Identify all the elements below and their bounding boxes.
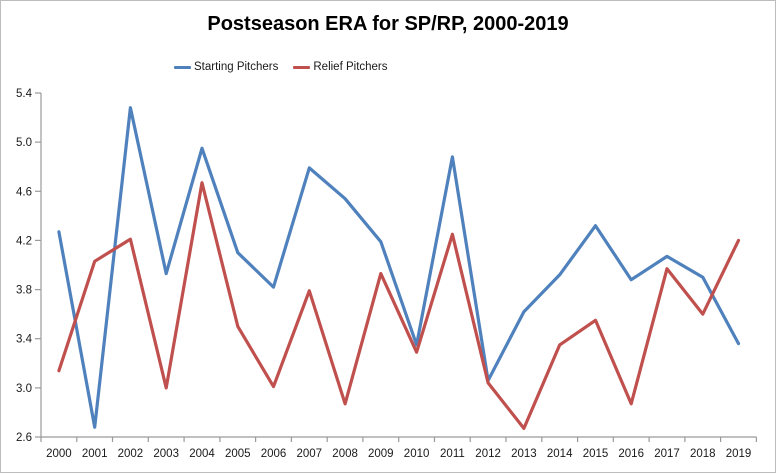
x-tick-label: 2017 (654, 448, 680, 460)
y-tick-label: 5.0 (16, 137, 32, 149)
x-tick-label: 2002 (118, 448, 144, 460)
x-tick-label: 2003 (153, 448, 179, 460)
x-tick-label: 2013 (511, 448, 537, 460)
series-line-relief-pitchers (57, 181, 741, 430)
y-tick-label: 3.8 (16, 285, 32, 297)
y-tick-label: 4.6 (16, 186, 32, 198)
legend-label: Relief Pitchers (313, 61, 388, 73)
x-tick-label: 2008 (332, 448, 358, 460)
x-tick-label: 2019 (726, 448, 752, 460)
y-tick-label: 3.4 (16, 334, 33, 346)
legend-swatch-relief-pitchers (293, 65, 311, 69)
x-tick-label: 2015 (583, 448, 609, 460)
chart-title: Postseason ERA for SP/RP, 2000-2019 (207, 13, 569, 35)
x-tick-label: 2014 (547, 448, 573, 460)
y-tick-label: 3.0 (16, 383, 32, 395)
x-tick-label: 2000 (46, 448, 72, 460)
x-tick-label: 2005 (225, 448, 251, 460)
legend-item-relief-pitchers: Relief Pitchers (293, 61, 388, 73)
x-tick-label: 2018 (690, 448, 716, 460)
x-tick-label: 2012 (475, 448, 501, 460)
legend-swatch-starting-pitchers (174, 65, 191, 69)
y-tick-label: 4.2 (16, 235, 32, 247)
series-line-starting-pitchers (57, 106, 741, 429)
x-tick-label: 2011 (440, 448, 465, 460)
legend-label: Starting Pitchers (194, 61, 279, 73)
x-tick-label: 2006 (261, 448, 287, 460)
x-tick-label: 2009 (368, 448, 394, 460)
legend: Starting Pitchers Relief Pitchers (174, 61, 388, 73)
x-tick-label: 2016 (618, 448, 644, 460)
x-tick-label: 2010 (404, 448, 430, 460)
legend-item-starting-pitchers: Starting Pitchers (174, 61, 278, 73)
y-tick-label: 5.4 (16, 88, 33, 100)
x-tick-label: 2004 (189, 448, 215, 460)
x-tick-label: 2001 (82, 448, 108, 460)
y-tick-label: 2.6 (16, 432, 32, 444)
x-tick-label: 2007 (297, 448, 323, 460)
